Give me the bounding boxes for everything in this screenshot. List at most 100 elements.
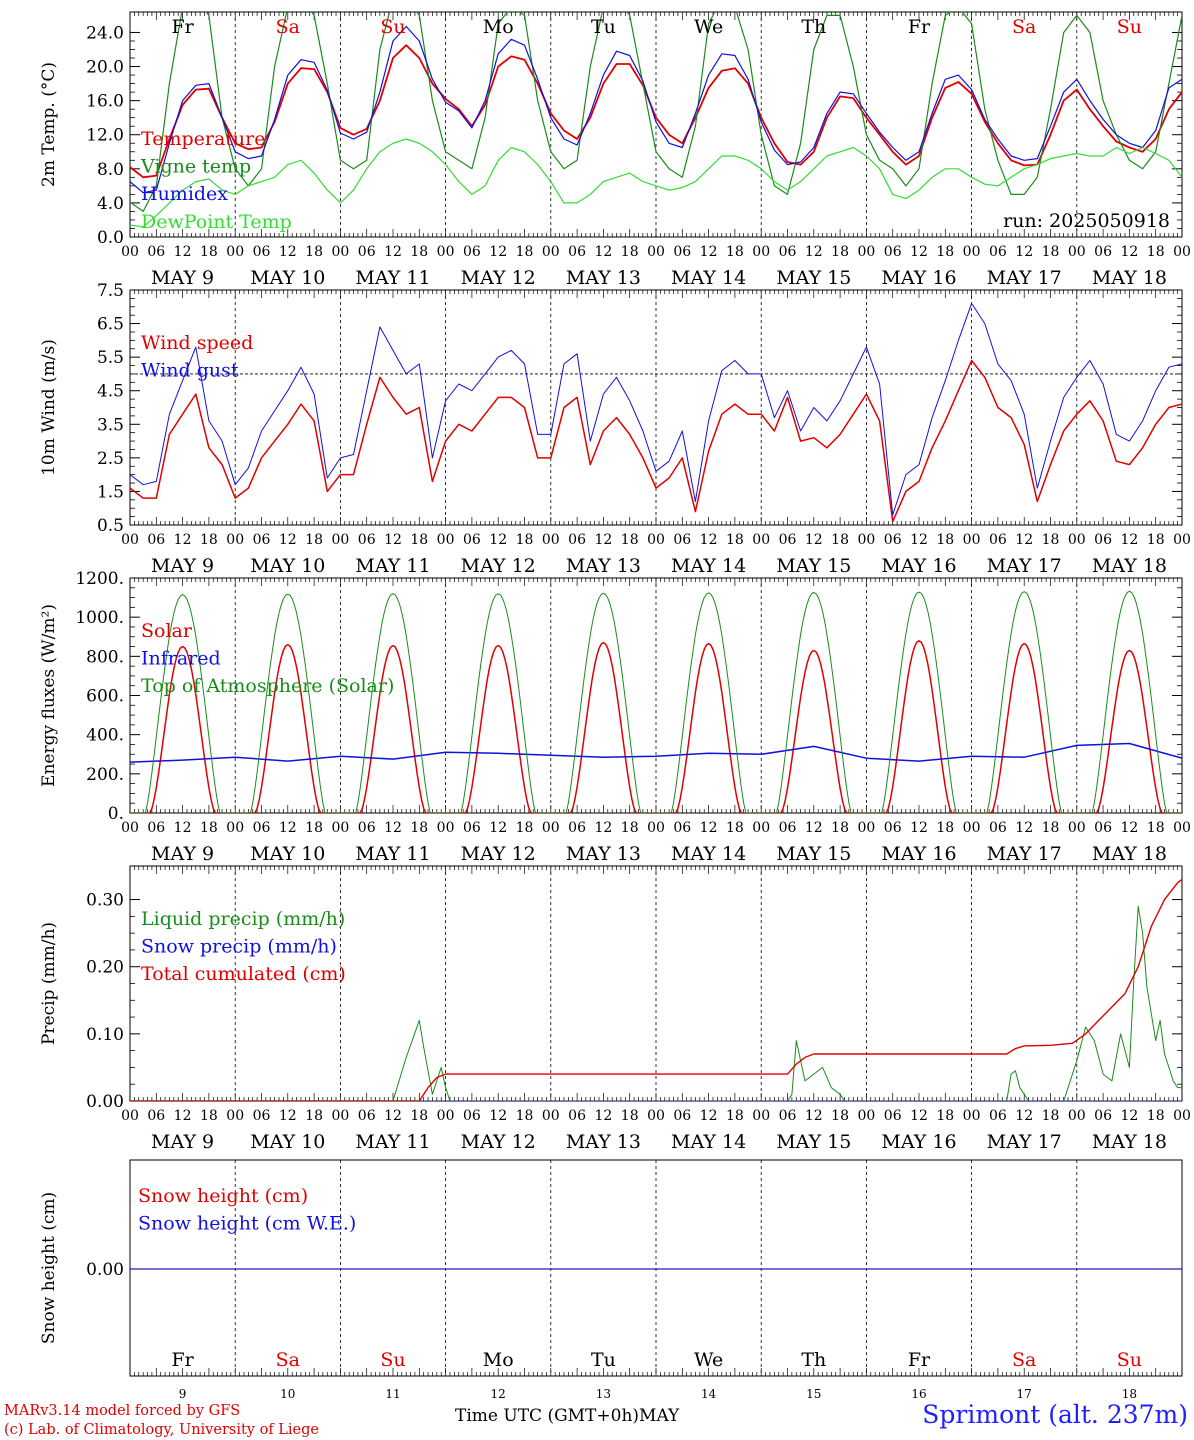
x-hour-label: 18 [726,244,744,260]
x-hour-label: 00 [1068,820,1086,836]
x-date-label: MAY 10 [250,555,325,577]
x-hour-label: 18 [621,244,639,260]
x-hour-label: 18 [831,532,849,548]
x-hour-label: 18 [831,820,849,836]
x-hour-label: 00 [226,1108,244,1124]
x-hour-label: 00 [857,244,875,260]
x-date-label: MAY 9 [151,843,214,865]
y-axis-title: Snow height (cm) [39,1192,59,1344]
x-date-label: MAY 15 [776,267,851,289]
weekday-label-top: Tu [591,16,616,38]
x-hour-label: 12 [384,1108,402,1124]
x-hour-label: 00 [437,244,455,260]
legend-entry: Vigne temp [140,156,251,178]
series-line-solar [130,639,1182,813]
legend-entry: Total cumulated (cm) [141,963,346,985]
x-hour-label: 06 [779,532,797,548]
y-axis-title: 2m Temp. (°C) [39,62,59,187]
series-group [130,12,1182,228]
y-tick-label: 0.0 [97,228,124,248]
x-hour-label: 00 [226,244,244,260]
x-date-label: MAY 12 [461,1131,536,1153]
x-hour-label: 00 [542,532,560,548]
panel-1: 0.0 4.0 8.0 12.0 16.0 20.0 24.0 2m Temp. (°C) Te… [39,11,1191,289]
x-date-label: MAY 15 [776,555,851,577]
station-name: Sprimont (alt. 237m) [922,1400,1188,1429]
x-hour-label: 06 [253,532,271,548]
x-hour-label: 18 [1042,1108,1060,1124]
y-axis-title: 10m Wind (m/s) [39,339,59,476]
y-tick-label: 400. [86,726,124,746]
y-tick-label: 0.30 [86,891,124,911]
x-hour-label: 00 [121,532,139,548]
x-hour-label: 18 [410,820,428,836]
x-hour-label: 12 [594,820,612,836]
x-date-label: MAY 13 [566,267,641,289]
x-date-label: MAY 16 [881,843,956,865]
series-line-dewpoint-temp [130,138,1182,228]
x-date-label: MAY 10 [250,1131,325,1153]
x-hour-label: 06 [779,244,797,260]
weekday-label-top: We [694,16,723,38]
panel-5: 0.00 Snow height (cm) Snow height (cm) Snow… [39,1159,1183,1377]
x-hour-label: 18 [936,532,954,548]
y-tick-label: 12.0 [86,126,124,146]
x-date-label: MAY 14 [671,267,746,289]
x-date-label: MAY 15 [776,843,851,865]
series-line-humidex [130,25,1182,194]
weekday-label-top: Mo [483,16,514,38]
y-tick-label: 3.5 [97,415,124,435]
x-hour-label: 18 [1042,820,1060,836]
x-hour-label: 12 [805,820,823,836]
x-hour-label: 12 [594,1108,612,1124]
x-date-label: MAY 17 [987,1131,1062,1153]
model-credit: MARv3.14 model forced by GFS (c) Lab. of… [4,1402,319,1440]
x-date-label: MAY 14 [671,843,746,865]
x-hour-label: 00 [1068,532,1086,548]
x-hour-label: 00 [963,820,981,836]
x-hour-label: 18 [516,244,534,260]
x-date-label: MAY 16 [881,267,956,289]
x-hour-label: 00 [1173,820,1191,836]
day-number-label: 13 [596,1387,611,1401]
x-hour-label: 00 [857,1108,875,1124]
day-number-label: 16 [911,1387,926,1401]
y-tick-label: 4.0 [97,194,124,214]
x-date-label: MAY 17 [987,843,1062,865]
weekday-label-bottom: Tu [591,1349,616,1371]
x-hour-label: 00 [331,1108,349,1124]
weekday-label-bottom: Mo [483,1349,514,1371]
x-date-label: MAY 9 [151,267,214,289]
x-hour-label: 06 [253,1108,271,1124]
x-hour-label: 12 [384,820,402,836]
x-hour-label: 00 [331,820,349,836]
x-hour-label: 18 [305,532,323,548]
x-date-label: MAY 14 [671,555,746,577]
x-hour-label: 06 [673,820,691,836]
x-hour-label: 06 [884,532,902,548]
weekday-label-bottom: Su [380,1349,405,1371]
x-date-label: MAY 18 [1092,267,1167,289]
x-hour-label: 18 [410,1108,428,1124]
x-date-label: MAY 16 [881,1131,956,1153]
x-hour-label: 00 [1173,1108,1191,1124]
x-hour-label: 12 [700,1108,718,1124]
x-hour-label: 06 [358,532,376,548]
legend-entry: Infrared [141,648,221,670]
weekday-label-bottom: Sa [276,1349,300,1371]
x-hour-label: 18 [1147,1108,1165,1124]
x-hour-label: 00 [752,244,770,260]
day-number-label: 10 [280,1387,295,1401]
weekday-label-top: Fr [908,16,931,38]
x-date-label: MAY 16 [881,555,956,577]
x-date-label: MAY 9 [151,555,214,577]
x-hour-label: 00 [331,532,349,548]
x-hour-label: 06 [568,820,586,836]
x-hour-label: 00 [1173,244,1191,260]
x-hour-label: 00 [647,1108,665,1124]
panel-4: 0.00 0.10 0.20 0.30 Precip (mm/h) Liquid prec… [39,865,1191,1153]
x-hour-label: 18 [200,532,218,548]
weekday-label-top: Sa [1012,16,1036,38]
day-number-label: 11 [385,1387,400,1401]
y-tick-label: 5.5 [97,348,124,368]
